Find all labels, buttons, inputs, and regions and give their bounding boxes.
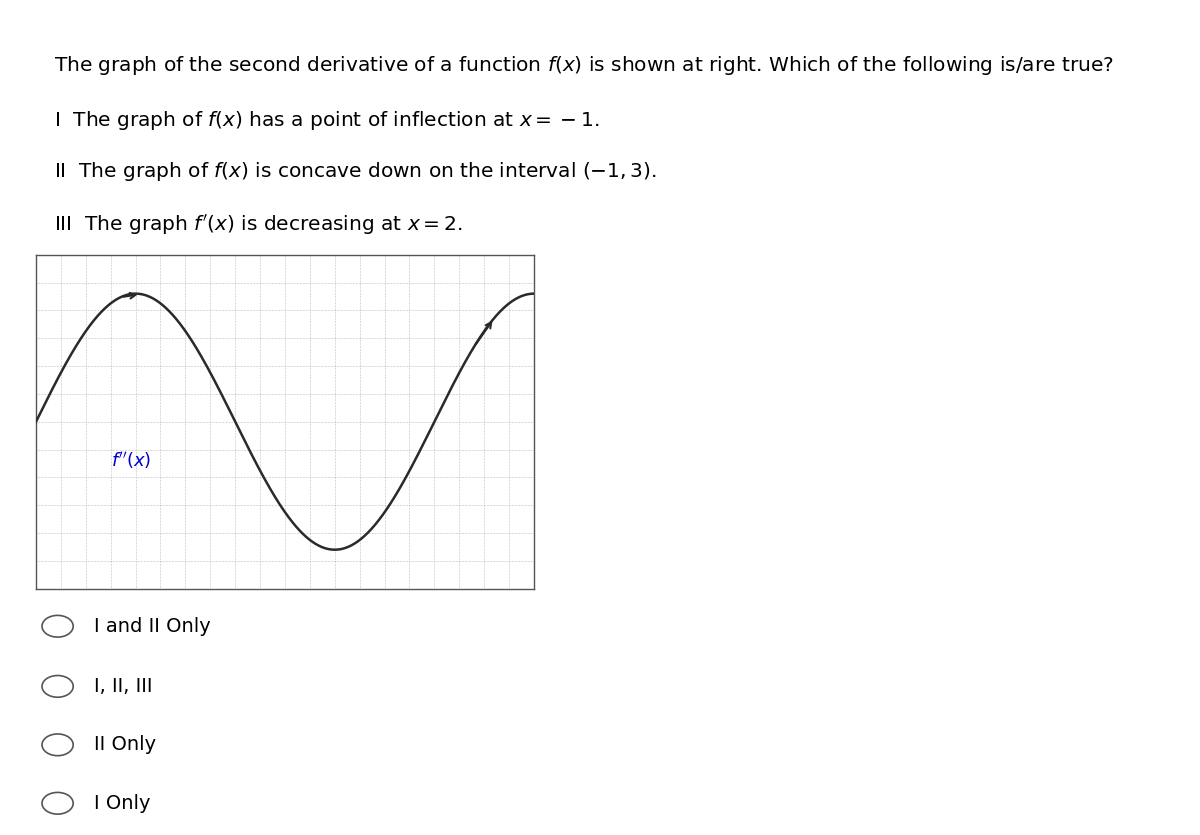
Text: II  The graph of $f(x)$ is concave down on the interval $(-1,3)$.: II The graph of $f(x)$ is concave down o… bbox=[54, 160, 656, 184]
Text: I  The graph of $f(x)$ has a point of inflection at $x = -1$.: I The graph of $f(x)$ has a point of inf… bbox=[54, 109, 599, 132]
Text: I Only: I Only bbox=[94, 794, 150, 812]
Text: I, II, III: I, II, III bbox=[94, 677, 152, 696]
Text: $f''(x)$: $f''(x)$ bbox=[110, 450, 151, 471]
Text: II Only: II Only bbox=[94, 736, 156, 754]
Text: The graph of the second derivative of a function $f(x)$ is shown at right. Which: The graph of the second derivative of a … bbox=[54, 54, 1114, 78]
Text: I and II Only: I and II Only bbox=[94, 617, 210, 635]
Text: III  The graph $f'(x)$ is decreasing at $x = 2$.: III The graph $f'(x)$ is decreasing at $… bbox=[54, 213, 463, 237]
